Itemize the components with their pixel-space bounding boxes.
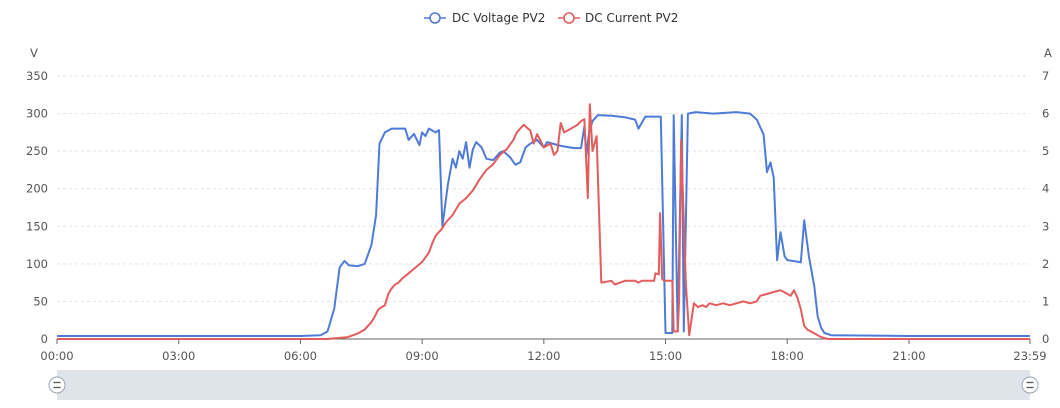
legend-voltage-label: DC Voltage PV2 [452, 11, 545, 25]
legend-voltage-circle-icon [429, 12, 441, 24]
zoom-handle-right[interactable] [1021, 376, 1039, 394]
x-tick-label: 15:00 [649, 349, 682, 363]
data-zoom-slider[interactable] [48, 370, 1039, 400]
y-left-tick-label: 100 [26, 257, 48, 271]
y-left-tick-label: 50 [33, 294, 48, 308]
y-right-tick-label: 2 [1042, 257, 1049, 271]
y-left-tick-label: 0 [41, 332, 48, 346]
series-line-dc-voltage [57, 111, 1030, 337]
x-tick-label: 00:00 [40, 349, 73, 363]
x-tick-label: 18:00 [771, 349, 804, 363]
y-left-tick-label: 300 [26, 107, 48, 121]
y-right-tick-label: 0 [1042, 332, 1049, 346]
right-y-axis: 0 1 2 3 4 5 6 7 [1042, 69, 1049, 346]
left-axis-unit: V [30, 46, 38, 60]
grid-lines [57, 75, 1030, 302]
x-tick-label: 03:00 [162, 349, 195, 363]
zoom-slider-track[interactable] [57, 370, 1030, 400]
y-left-tick-label: 200 [26, 182, 48, 196]
y-right-tick-label: 1 [1042, 294, 1049, 308]
y-left-tick-label: 250 [26, 144, 48, 158]
x-axis: 00:00 03:00 06:00 09:00 12:00 15:00 18:00 21:00… [40, 338, 1047, 363]
x-tick-label: 21:00 [892, 349, 925, 363]
x-tick-label: 23:59 [1013, 349, 1046, 363]
series-group [57, 103, 1030, 340]
x-tick-label: 09:00 [406, 349, 439, 363]
zoom-handle-left[interactable] [48, 376, 66, 394]
y-left-tick-label: 350 [26, 69, 48, 83]
left-y-axis: 0 50 100 150 200 250 300 350 [26, 69, 48, 346]
legend-current-label: DC Current PV2 [585, 11, 678, 25]
legend: DC Voltage PV2 DC Current PV2 [424, 11, 678, 25]
right-axis-unit: A [1044, 46, 1052, 60]
legend-current-circle-icon [563, 12, 575, 24]
legend-item-voltage[interactable]: DC Voltage PV2 [424, 11, 545, 25]
y-right-tick-label: 6 [1042, 107, 1049, 121]
x-tick-label: 12:00 [527, 349, 560, 363]
series-line-dc-current [57, 103, 1030, 340]
legend-item-current[interactable]: DC Current PV2 [558, 11, 678, 25]
y-right-tick-label: 4 [1042, 182, 1049, 196]
x-tick-label: 06:00 [284, 349, 317, 363]
y-right-tick-label: 3 [1042, 219, 1049, 233]
y-right-tick-label: 5 [1042, 144, 1049, 158]
zoom-handle-left-icon[interactable] [48, 376, 66, 394]
zoom-handle-right-icon[interactable] [1021, 376, 1039, 394]
y-left-tick-label: 150 [26, 219, 48, 233]
y-right-tick-label: 7 [1042, 69, 1049, 83]
